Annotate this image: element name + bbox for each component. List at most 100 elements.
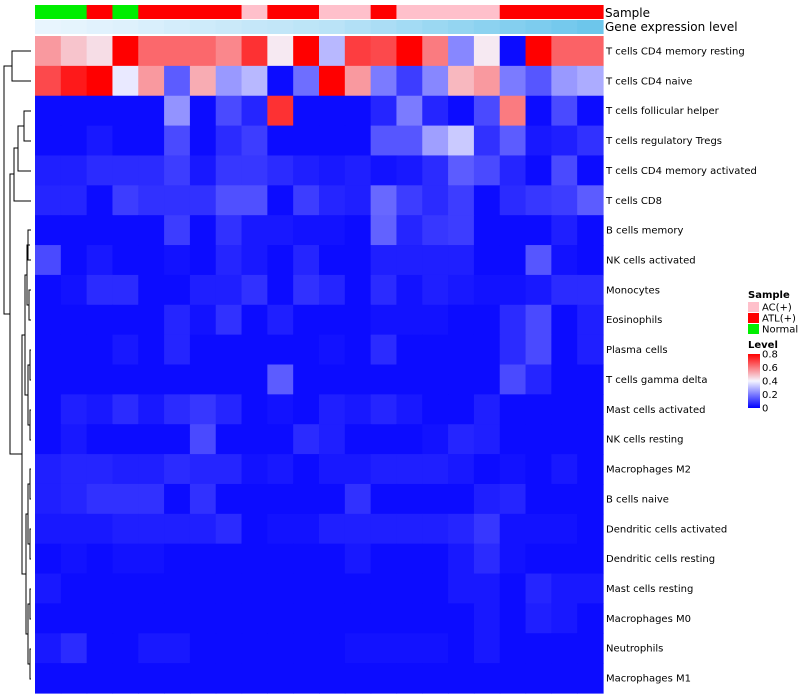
heat-cell: [396, 274, 423, 306]
heat-cell: [86, 633, 114, 664]
heat-cell: [138, 394, 165, 425]
heat-cell: [35, 603, 62, 634]
heat-cell: [551, 155, 578, 186]
heat-cell: [267, 215, 294, 246]
heat-cell: [473, 633, 501, 664]
heat-cell: [138, 245, 165, 276]
legend-sample-title: Sample: [748, 290, 790, 301]
heat-cell: [396, 215, 423, 246]
heat-cell: [370, 185, 398, 216]
gene-expression-annotation-cell: [60, 20, 88, 34]
heat-cell: [499, 543, 527, 575]
heat-cell: [267, 364, 294, 395]
heat-cell: [164, 274, 191, 306]
heat-cell: [422, 65, 449, 97]
heat-cell: [577, 215, 604, 246]
heat-cell: [86, 304, 114, 336]
heat-cell: [138, 125, 165, 157]
heat-cell: [164, 513, 191, 545]
heat-cell: [422, 633, 449, 664]
legend: Sample AC(+)ATL(+)Normal Level 0.8 0.6 0.4…: [748, 290, 798, 415]
heat-cell: [396, 304, 423, 336]
heat-cell: [189, 543, 217, 575]
heat-cell: [112, 513, 139, 545]
heat-cell: [473, 245, 501, 276]
heat-cell: [319, 95, 346, 127]
heat-cell: [448, 513, 475, 545]
heat-cell: [448, 245, 475, 276]
gene-expression-annotation-cell: [577, 20, 604, 34]
heat-cell: [60, 424, 88, 455]
heat-cell: [422, 454, 449, 485]
gene-expression-annotation-cell: [112, 20, 139, 34]
heat-cell: [525, 65, 552, 97]
heat-cell: [215, 633, 243, 664]
heat-cell: [138, 573, 165, 605]
heat-cell: [499, 245, 527, 276]
heat-cell: [319, 65, 346, 97]
heat-cell: [448, 454, 475, 485]
heat-cell: [189, 36, 217, 67]
heat-cell: [551, 483, 578, 515]
heat-cell: [138, 334, 165, 366]
heat-cell: [473, 304, 501, 336]
heat-cell: [241, 483, 268, 515]
heat-cell: [319, 573, 346, 605]
gene-expression-annotation-cell: [551, 20, 578, 34]
heat-cell: [422, 95, 449, 127]
sample-annotation-cell: [344, 5, 372, 19]
heat-cell: [370, 245, 398, 276]
heat-cell: [293, 125, 320, 157]
heat-cell: [35, 394, 62, 425]
heat-cell: [112, 573, 139, 605]
heat-cell: [293, 513, 320, 545]
heat-cell: [215, 394, 243, 425]
heat-cell: [164, 155, 191, 186]
heat-cell: [189, 215, 217, 246]
heat-cell: [241, 334, 268, 366]
heat-cell: [473, 155, 501, 186]
heat-cell: [344, 304, 372, 336]
heat-cell: [499, 663, 527, 694]
heat-cell: [112, 663, 139, 694]
heat-cell: [422, 394, 449, 425]
heat-cell: [86, 543, 114, 575]
heat-cell: [267, 334, 294, 366]
heat-cell: [448, 394, 475, 425]
heat-cell: [189, 245, 217, 276]
heat-cell: [422, 36, 449, 67]
heat-cell: [370, 334, 398, 366]
heat-cell: [189, 65, 217, 97]
row-dendrogram: [3, 50, 31, 680]
heat-cell: [267, 424, 294, 455]
heat-cell: [577, 125, 604, 157]
heat-cell: [319, 274, 346, 306]
row-label: B cells memory: [606, 226, 683, 237]
heat-cell: [164, 603, 191, 634]
heat-cell: [448, 633, 475, 664]
heat-cell: [577, 304, 604, 336]
legend-item-label: Normal: [762, 325, 798, 336]
heat-cell: [370, 483, 398, 515]
heat-cell: [241, 603, 268, 634]
heat-cell: [241, 454, 268, 485]
heat-cell: [293, 245, 320, 276]
heat-cell: [577, 95, 604, 127]
heat-cell: [370, 543, 398, 575]
heat-cell: [525, 424, 552, 455]
heat-cell: [60, 304, 88, 336]
heat-cell: [577, 364, 604, 395]
heat-cell: [525, 125, 552, 157]
heat-cell: [577, 513, 604, 545]
heat-cell: [396, 424, 423, 455]
heat-cell: [473, 95, 501, 127]
gene-expression-annotation-cell: [448, 20, 475, 34]
heat-cell: [319, 36, 346, 67]
heat-cell: [473, 394, 501, 425]
heat-cell: [473, 454, 501, 485]
heat-cell: [499, 304, 527, 336]
heat-cell: [551, 215, 578, 246]
heat-cell: [267, 65, 294, 97]
heat-cell: [422, 334, 449, 366]
